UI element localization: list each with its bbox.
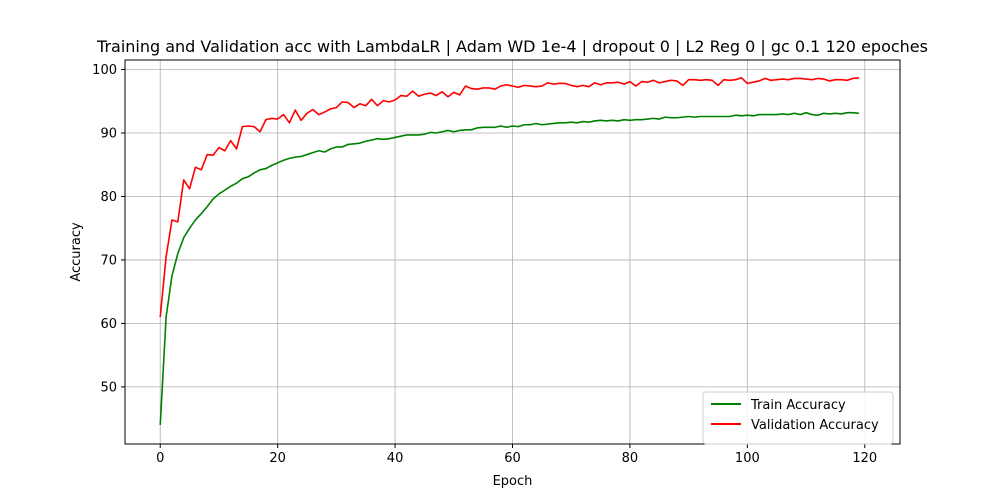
x-axis-label: Epoch <box>493 474 533 489</box>
series-layer <box>159 76 859 426</box>
y-axis-label: Accuracy <box>69 222 84 282</box>
x-tick-label: 20 <box>269 451 286 466</box>
legend: Train Accuracy Validation Accuracy <box>702 391 894 445</box>
chart-title: Training and Validation acc with LambdaL… <box>96 37 928 56</box>
x-tick-label: 0 <box>156 451 164 466</box>
x-tick-label: 60 <box>504 451 521 466</box>
series-line-train <box>159 111 859 426</box>
x-tick-label: 100 <box>735 451 760 466</box>
y-axis: 50 60 70 80 90 100 <box>92 63 125 395</box>
y-tick-label: 60 <box>100 317 117 332</box>
legend-label-validation: Validation Accuracy <box>751 418 879 433</box>
y-tick-label: 50 <box>100 380 117 395</box>
y-tick-label: 80 <box>100 190 117 205</box>
grid <box>125 60 900 444</box>
legend-box <box>702 391 894 445</box>
x-tick-label: 40 <box>387 451 404 466</box>
legend-label-train: Train Accuracy <box>750 398 846 413</box>
y-tick-label: 70 <box>100 253 117 268</box>
y-tick-label: 100 <box>92 63 117 78</box>
x-axis: 0 20 40 60 80 100 120 <box>156 444 877 466</box>
x-tick-label: 120 <box>852 451 877 466</box>
series-line-validation <box>159 76 859 318</box>
y-tick-label: 90 <box>100 126 117 141</box>
x-tick-label: 80 <box>622 451 639 466</box>
